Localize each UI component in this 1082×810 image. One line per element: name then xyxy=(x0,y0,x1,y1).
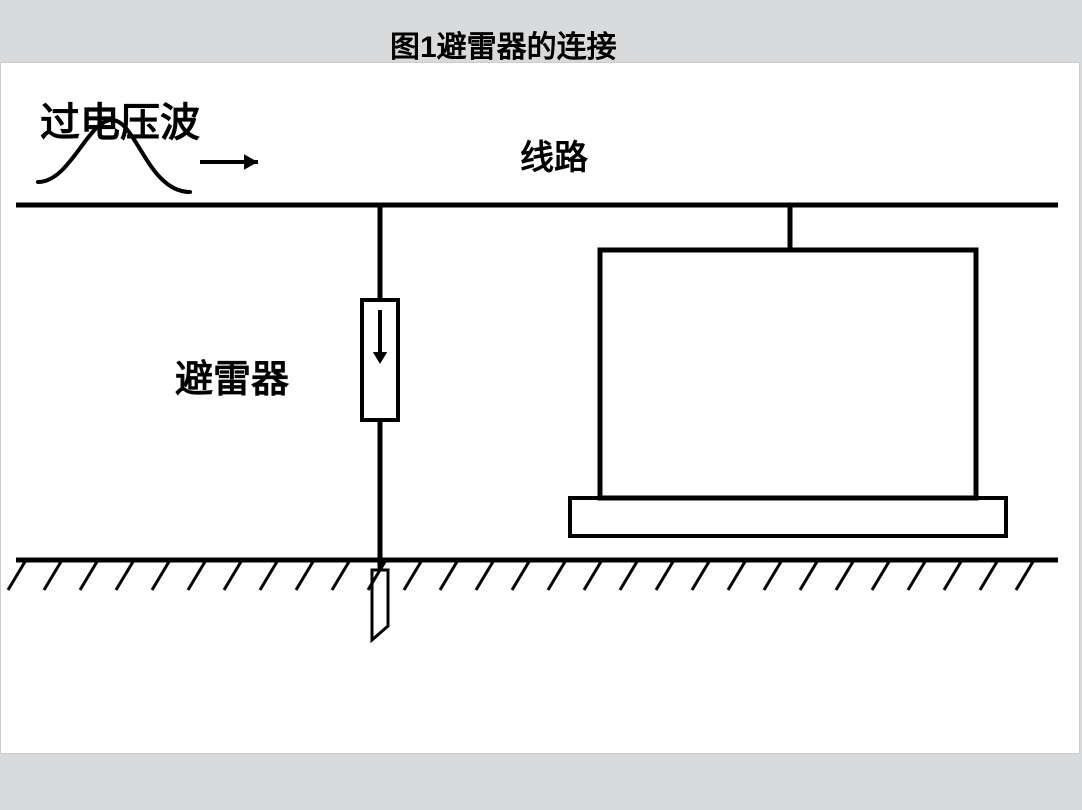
diagram-svg xyxy=(0,0,1082,810)
page: 图1避雷器的连接 过电压波 线路 避雷器 被保护设备 xyxy=(0,0,1082,810)
